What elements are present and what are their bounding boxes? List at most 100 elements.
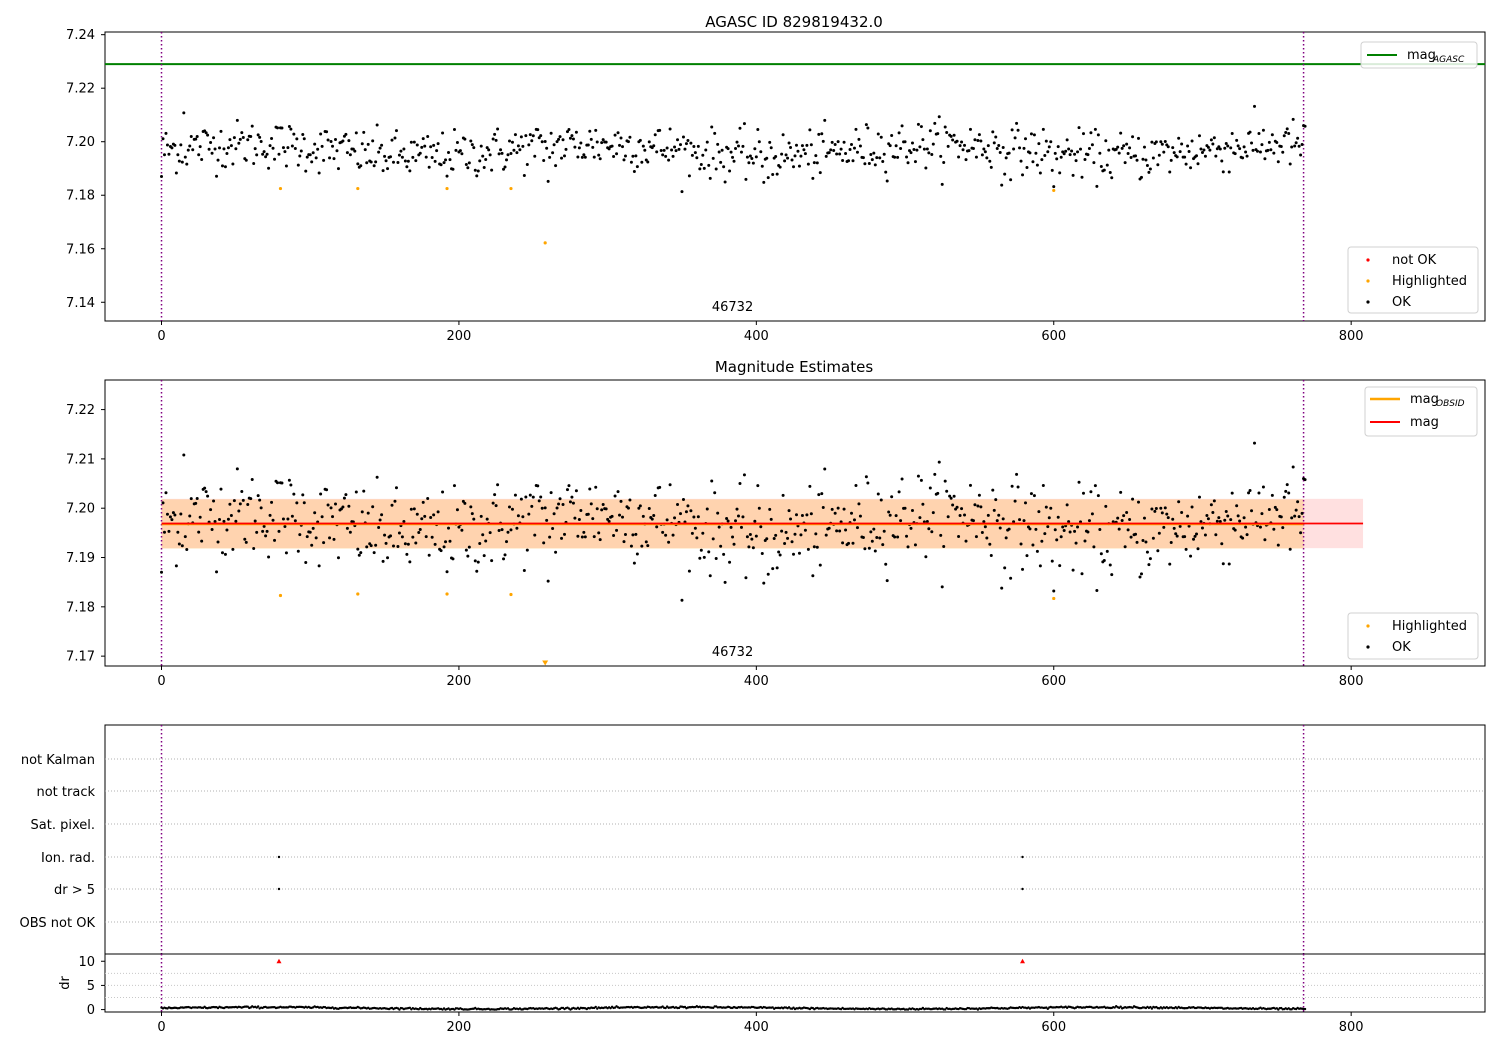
ok-point [225, 152, 229, 156]
ok-point [1012, 520, 1016, 524]
ok-point [375, 475, 379, 479]
ok-point [992, 141, 996, 145]
ok-point [1180, 511, 1184, 515]
legend-marker-ok [1366, 300, 1370, 304]
ok-point [536, 128, 540, 132]
ok-point [1218, 520, 1222, 524]
ok-point [940, 585, 944, 589]
flag-point [277, 855, 281, 859]
ok-point [333, 137, 337, 141]
y-tick-label: 7.18 [66, 189, 95, 204]
ok-point [787, 509, 791, 513]
ok-point [629, 160, 633, 164]
ok-point [1241, 156, 1245, 160]
ok-point [1125, 511, 1129, 515]
ok-point [1150, 507, 1154, 511]
ok-point [563, 154, 567, 158]
ok-point [447, 526, 451, 530]
ok-point [329, 506, 333, 510]
ok-point [302, 501, 306, 505]
ok-point [173, 143, 177, 147]
ok-point [621, 145, 624, 149]
ok-point [234, 147, 238, 151]
ok-point [1142, 145, 1146, 149]
flag-label-obs-not-ok: OBS not OK [20, 916, 96, 931]
ok-point [1153, 509, 1157, 513]
ok-point [1089, 490, 1093, 494]
ok-point [756, 127, 760, 131]
panel1-legend-lines: mag AGASC [1360, 41, 1478, 69]
ok-point [1214, 533, 1218, 537]
ok-point [1169, 158, 1173, 162]
ok-point [1096, 494, 1100, 498]
ok-point [268, 144, 272, 148]
ok-point [711, 156, 715, 160]
legend-marker-highlighted [1366, 279, 1370, 283]
ok-point [818, 563, 822, 567]
ok-point [1300, 511, 1304, 515]
ok-point [1019, 542, 1023, 546]
ok-point [946, 144, 950, 148]
ok-point [1260, 512, 1264, 516]
ok-point [1226, 514, 1230, 518]
ok-point [1175, 534, 1179, 538]
ok-point [1261, 128, 1265, 132]
ok-point [968, 483, 972, 487]
ok-point [325, 488, 329, 492]
ok-point [789, 517, 793, 521]
ok-point [271, 518, 275, 522]
ok-point [328, 156, 332, 160]
ok-point [452, 127, 456, 131]
ok-point [1022, 146, 1026, 150]
ok-point [502, 167, 506, 171]
ok-point [1154, 140, 1158, 144]
ok-point [760, 164, 764, 168]
y-tick-label: 10 [78, 955, 95, 970]
ok-point [916, 474, 920, 478]
highlighted-point [543, 241, 547, 245]
ok-point [974, 155, 978, 159]
ok-point [857, 137, 861, 141]
ok-point [1104, 139, 1108, 143]
ok-point [594, 485, 598, 489]
ok-point [314, 536, 318, 540]
ok-point [574, 130, 578, 134]
ok-point [284, 551, 288, 555]
ok-point [530, 139, 534, 143]
ok-point [429, 145, 433, 149]
ok-point [313, 511, 317, 515]
ok-point [354, 490, 358, 494]
ok-point [1178, 150, 1182, 154]
ok-point [1074, 541, 1078, 545]
ok-point [380, 143, 384, 147]
ok-point [731, 155, 735, 159]
ok-point [400, 535, 404, 539]
ok-point [436, 142, 440, 146]
panel1-legend-points: not OK Highlighted OK [1347, 246, 1479, 314]
ok-point [213, 147, 217, 151]
dr-point [792, 1006, 795, 1009]
ok-point [405, 165, 409, 169]
ok-point [1275, 141, 1279, 145]
ok-point [977, 493, 981, 497]
ok-point [1108, 171, 1112, 175]
ok-point [998, 526, 1002, 530]
ok-point [815, 161, 819, 165]
ok-point [928, 486, 932, 490]
ok-point [464, 548, 468, 552]
ok-point [1145, 550, 1149, 554]
ok-point [1007, 527, 1011, 531]
ok-point [400, 155, 404, 159]
ok-point [238, 502, 242, 506]
ok-point [415, 512, 419, 516]
ok-point [1203, 533, 1207, 537]
ok-point [626, 140, 630, 144]
panel2-interval-label: 46732 [712, 645, 753, 660]
ok-point [742, 122, 746, 126]
ok-point [582, 530, 586, 534]
ok-point [1076, 150, 1080, 154]
ok-point [875, 156, 879, 160]
ok-point [879, 498, 883, 502]
ok-point [597, 531, 601, 535]
ok-point [952, 133, 956, 137]
